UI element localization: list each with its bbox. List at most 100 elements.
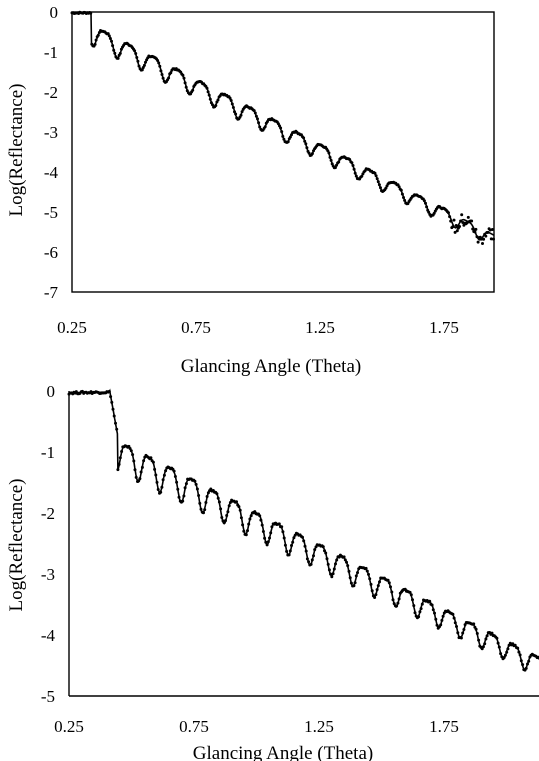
data-point <box>239 509 242 512</box>
data-point <box>392 598 395 601</box>
data-point <box>420 607 423 610</box>
data-point <box>195 483 198 486</box>
data-point <box>116 468 119 471</box>
data-point <box>376 177 379 180</box>
chart-2: 0 -1 -2 -3 -4 -5 0.25 0.75 1.25 1.75 Gla… <box>6 382 539 761</box>
data-point <box>442 615 445 618</box>
data-point <box>484 638 487 641</box>
data-point <box>439 623 442 626</box>
data-point <box>484 235 487 238</box>
data-point <box>473 231 476 234</box>
data-point <box>335 559 338 562</box>
data-point <box>285 550 288 553</box>
data-point <box>206 87 209 90</box>
data-point <box>417 615 420 618</box>
data-point <box>176 488 179 491</box>
data-point <box>520 659 523 662</box>
data-point <box>217 99 220 102</box>
data-point <box>327 151 330 154</box>
data-point <box>158 65 161 68</box>
data-point <box>517 651 520 654</box>
data-point <box>142 459 145 462</box>
data-point <box>310 563 313 566</box>
data-point <box>377 180 380 183</box>
data-point <box>525 667 528 670</box>
data-point <box>349 576 352 579</box>
data-point <box>228 504 231 507</box>
data-point <box>421 603 424 606</box>
data-point <box>352 584 355 587</box>
data-point <box>506 647 509 650</box>
data-point <box>206 495 209 498</box>
data-point <box>390 591 393 594</box>
chart-1-x-tick: 0.25 <box>57 318 87 337</box>
data-point <box>456 631 459 634</box>
data-point <box>207 90 210 93</box>
data-point <box>257 121 260 124</box>
data-point <box>291 541 294 544</box>
data-point <box>159 69 162 72</box>
data-point <box>193 480 196 483</box>
data-point <box>345 561 348 564</box>
data-point <box>302 539 305 542</box>
data-point <box>114 422 117 425</box>
data-point <box>204 501 207 504</box>
data-point <box>185 482 188 485</box>
data-point <box>264 541 267 544</box>
data-point <box>330 575 333 578</box>
data-point <box>356 571 359 574</box>
data-point <box>306 557 309 560</box>
data-point <box>455 224 458 227</box>
data-point <box>230 99 233 102</box>
data-point <box>337 161 340 164</box>
data-point <box>451 613 454 616</box>
data-point <box>269 531 272 534</box>
data-point <box>472 622 475 625</box>
data-point <box>288 553 291 556</box>
data-point <box>483 642 486 645</box>
data-point <box>475 628 478 631</box>
data-point <box>120 450 123 453</box>
data-point <box>449 220 452 223</box>
data-point <box>214 104 217 107</box>
data-point <box>322 545 325 548</box>
data-point <box>283 537 286 540</box>
data-point <box>305 146 308 149</box>
data-point <box>174 475 177 478</box>
data-point <box>255 115 258 118</box>
data-point <box>329 573 332 576</box>
data-point <box>292 536 295 539</box>
data-point <box>410 593 413 596</box>
data-point <box>135 476 138 479</box>
data-point <box>258 514 261 517</box>
data-point <box>270 525 273 528</box>
data-point <box>486 634 489 637</box>
data-point <box>173 470 176 473</box>
data-point <box>132 460 135 463</box>
data-point <box>110 401 113 404</box>
chart-1-x-tick: 1.75 <box>429 318 459 337</box>
data-point <box>284 544 287 547</box>
chart-1-x-tick: 0.75 <box>181 318 211 337</box>
data-point <box>248 518 251 521</box>
data-point <box>182 495 185 498</box>
data-point <box>370 583 373 586</box>
chart-2-y-tick: -2 <box>41 504 55 523</box>
data-point <box>333 568 336 571</box>
data-point <box>348 570 351 573</box>
data-point <box>161 73 164 76</box>
data-point <box>112 49 115 52</box>
data-point <box>208 94 211 97</box>
data-point <box>412 604 415 607</box>
data-point <box>108 390 111 393</box>
data-point <box>113 52 116 55</box>
data-point <box>224 519 227 522</box>
data-point <box>287 140 290 143</box>
data-point <box>198 502 201 505</box>
data-point <box>388 581 391 584</box>
data-point <box>289 549 292 552</box>
data-point <box>254 112 257 115</box>
data-point <box>220 516 223 519</box>
data-point <box>307 560 310 563</box>
data-point <box>402 196 405 199</box>
